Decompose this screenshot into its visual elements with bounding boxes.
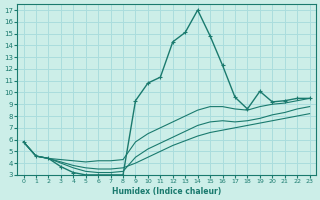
X-axis label: Humidex (Indice chaleur): Humidex (Indice chaleur) <box>112 187 221 196</box>
